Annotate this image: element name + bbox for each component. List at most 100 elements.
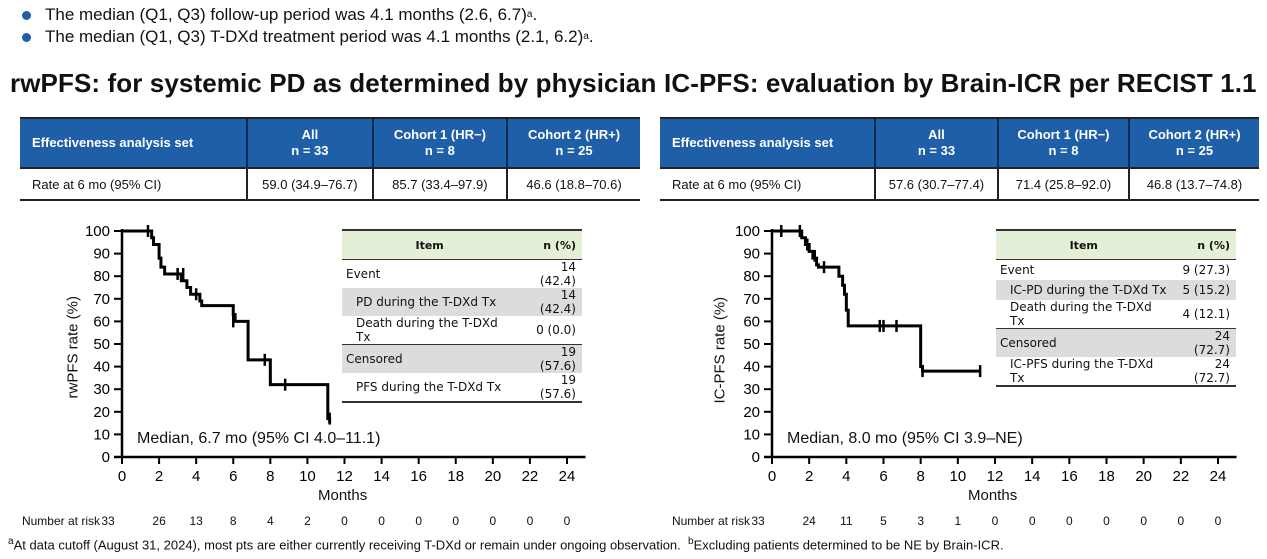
x-tick-label: 6: [229, 468, 237, 485]
bullet-dot-icon: [22, 10, 31, 20]
risk-value: 0: [1140, 514, 1147, 528]
risk-value: 0: [452, 514, 460, 528]
x-tick-label: 16: [410, 468, 427, 485]
y-tick-label: 0: [752, 449, 760, 466]
item-value: 14 (42.4): [517, 288, 582, 316]
item-value: 19 (57.6): [517, 373, 582, 403]
icpfs-x-axis-label: Months: [968, 487, 1018, 504]
y-tick-label: 0: [102, 449, 110, 466]
x-tick-label: 20: [484, 468, 501, 485]
survival-curve: [772, 229, 981, 373]
icpfs-y-axis-label: IC-PFS rate (%): [711, 296, 729, 404]
col-header-cohort1: Cohort 1 (HR−) n = 8: [996, 117, 1130, 168]
x-tick-label: 8: [266, 468, 274, 485]
risk-value: 11: [840, 514, 853, 528]
y-tick-label: 20: [743, 404, 760, 421]
rwpfs-rate-table: Effectiveness analysis set All n = 33 Coh…: [20, 117, 640, 201]
risk-value: 8: [229, 514, 237, 528]
item-value: 9 (27.3): [1182, 263, 1230, 277]
y-tick-label: 80: [93, 268, 110, 285]
risk-value: 26: [152, 514, 166, 528]
x-tick-label: 14: [1024, 468, 1041, 485]
icpfs-title: IC-PFS: evaluation by Brain-ICR per RECI…: [664, 68, 1257, 98]
table-row: Rate at 6 mo (95% CI) 57.6 (30.7–77.4) 7…: [660, 167, 1259, 201]
rwpfs-x-axis-label: Months: [318, 487, 368, 504]
risk-value: 0: [991, 514, 999, 528]
survival-curve: [122, 229, 332, 424]
y-tick-label: 30: [93, 381, 110, 398]
risk-value: 0: [489, 514, 497, 528]
item-label: Censored: [996, 328, 1172, 357]
item-label: IC-PFS during the T-DXd Tx: [996, 357, 1172, 387]
item-label: Death during the T-DXd Tx: [1010, 300, 1152, 328]
x-tick-label: 10: [299, 468, 316, 485]
item-value: 24 (72.7): [1171, 328, 1236, 357]
col-header-cohort2: Cohort 2 (HR+) n = 25: [506, 117, 640, 168]
y-tick-label: 10: [743, 426, 760, 443]
item-value: 5 (15.2): [1171, 280, 1236, 300]
item-value: 14 (42.4): [539, 260, 576, 288]
table-row: Censored 24 (72.7): [996, 328, 1236, 357]
risk-value: 33: [751, 514, 765, 528]
y-tick-label: 10: [93, 426, 110, 443]
x-tick-label: 0: [768, 468, 776, 485]
table-row: Rate at 6 mo (95% CI) 59.0 (34.9–76.7) 8…: [20, 167, 640, 201]
table-row: Censored 19 (57.6): [342, 344, 582, 373]
item-value: 0 (0.0): [536, 323, 576, 337]
x-tick-label: 12: [987, 468, 1004, 485]
x-tick-label: 18: [447, 468, 464, 485]
x-tick-label: 4: [842, 468, 850, 485]
table-row: IC-PFS during the T-DXd Tx 24 (72.7): [996, 357, 1236, 387]
risk-value: 5: [880, 514, 887, 528]
y-tick-label: 50: [743, 336, 760, 353]
item-label: Event: [1000, 263, 1035, 277]
risk-value: 0: [563, 514, 571, 528]
bullet-follow-up: The median (Q1, Q3) follow-up period was…: [16, 4, 594, 26]
rwpfs-title: rwPFS: for systemic PD as determined by …: [10, 68, 657, 98]
risk-value: 0: [1177, 514, 1185, 528]
y-tick-label: 60: [93, 313, 110, 330]
risk-value: 0: [1065, 514, 1073, 528]
x-tick-label: 10: [949, 468, 966, 485]
x-tick-label: 22: [522, 468, 539, 485]
col-header-set: Effectiveness analysis set: [20, 117, 247, 168]
risk-value: 3: [917, 514, 924, 528]
item-label: Censored: [342, 344, 518, 373]
risk-value: 0: [1103, 514, 1110, 528]
item-label: PFS during the T-DXd Tx: [342, 373, 518, 403]
y-tick-label: 100: [85, 223, 110, 240]
rwpfs-y-axis-label: rwPFS rate (%): [64, 295, 82, 399]
item-value: 24 (72.7): [1171, 357, 1236, 387]
rwpfs-items-table: Item n (%) Event 14 (42.4) PD during the T-…: [342, 229, 582, 403]
item-value: 4 (12.1): [1182, 307, 1230, 321]
item-label: Event: [346, 267, 381, 281]
y-tick-label: 70: [93, 291, 110, 308]
y-tick-label: 30: [743, 381, 760, 398]
risk-value: 1: [954, 514, 962, 528]
icpfs-median-label: Median, 8.0 mo (95% CI 3.9–NE): [787, 430, 1023, 447]
table-row: Event 14 (42.4): [342, 260, 582, 288]
y-tick-label: 50: [93, 336, 110, 353]
x-tick-label: 14: [373, 468, 390, 485]
table-row: Death during the T-DXd Tx 0 (0.0): [342, 316, 582, 345]
y-tick-label: 60: [743, 313, 760, 330]
x-tick-label: 24: [559, 468, 576, 485]
x-tick-label: 4: [192, 468, 200, 485]
item-label: IC-PD during the T-DXd Tx: [996, 280, 1172, 300]
y-tick-label: 40: [743, 359, 760, 376]
item-label: Death during the T-DXd Tx: [356, 316, 498, 344]
x-tick-label: 20: [1135, 468, 1152, 485]
rwpfs-median-label: Median, 6.7 mo (95% CI 4.0–11.1): [137, 430, 381, 447]
x-tick-label: 2: [805, 468, 813, 485]
bullet-dot-icon: [22, 32, 31, 42]
table-row: PFS during the T-DXd Tx 19 (57.6): [342, 373, 582, 403]
risk-value: 0: [526, 514, 534, 528]
risk-value: 33: [101, 514, 115, 528]
risk-value: 4: [266, 514, 274, 528]
risk-value: 0: [341, 514, 348, 528]
risk-label: Number at risk: [21, 514, 100, 528]
y-tick-label: 40: [93, 359, 110, 376]
risk-value: 0: [1214, 514, 1222, 528]
